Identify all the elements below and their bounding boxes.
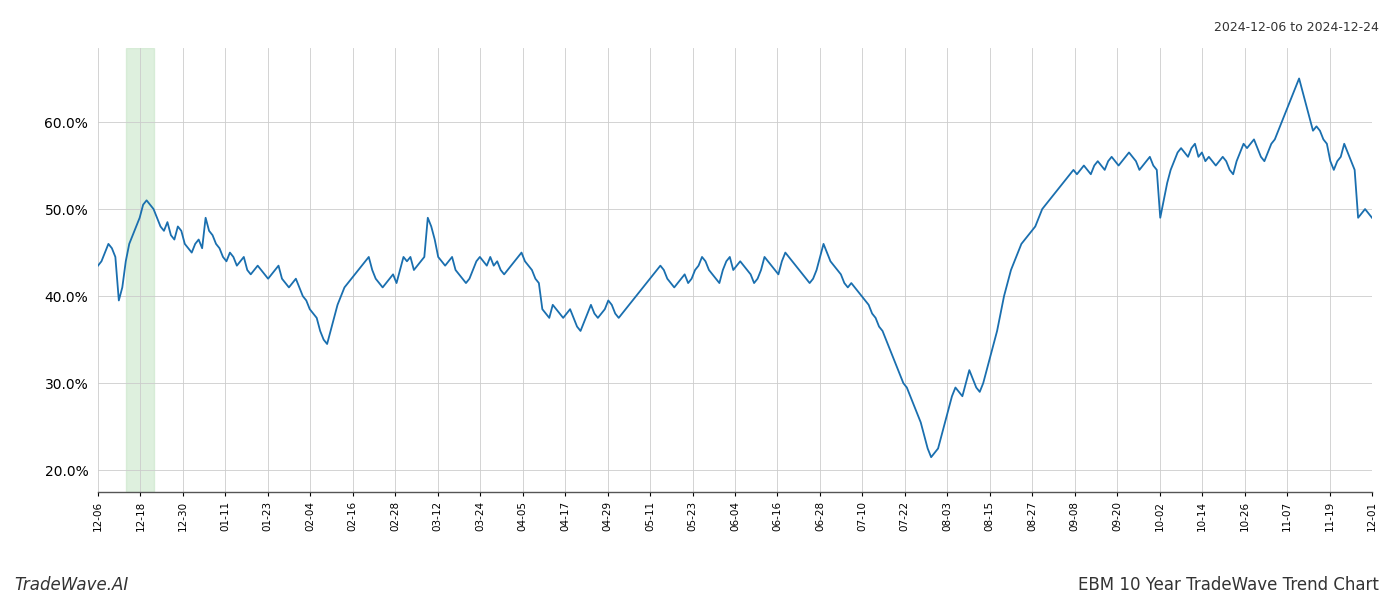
Text: TradeWave.AI: TradeWave.AI [14,576,129,594]
Bar [126,48,154,492]
Text: 2024-12-06 to 2024-12-24: 2024-12-06 to 2024-12-24 [1214,21,1379,34]
Text: EBM 10 Year TradeWave Trend Chart: EBM 10 Year TradeWave Trend Chart [1078,576,1379,594]
